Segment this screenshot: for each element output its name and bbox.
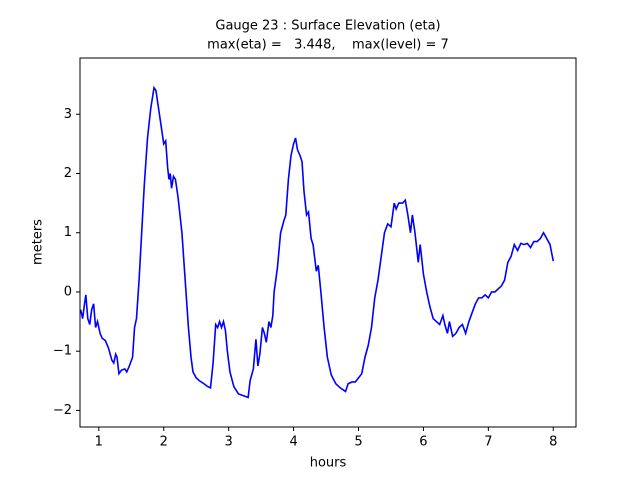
x-tick-label: 2	[160, 435, 168, 450]
chart-title: Gauge 23 : Surface Elevation (eta)	[215, 19, 440, 34]
x-tick-label: 1	[95, 435, 103, 450]
x-tick-label: 7	[484, 435, 492, 450]
y-tick-label: 3	[64, 107, 72, 122]
y-axis-label: meters	[31, 219, 46, 265]
y-tick-label: 2	[64, 166, 72, 181]
plot-frame	[79, 57, 577, 428]
x-tick-label: 8	[549, 435, 557, 450]
x-tick-label: 3	[225, 435, 233, 450]
x-tick-label: 4	[289, 435, 297, 450]
y-tick-label: −2	[53, 403, 72, 418]
x-tick-label: 6	[419, 435, 427, 450]
data-line	[79, 85, 555, 399]
x-axis-label: hours	[310, 456, 347, 471]
x-tick-label: 5	[354, 435, 362, 450]
y-tick-label: −1	[53, 344, 72, 359]
y-tick-label: 1	[64, 225, 72, 240]
chart-subtitle: max(eta) = 3.448, max(level) = 7	[207, 38, 449, 53]
y-tick-label: 0	[64, 284, 72, 299]
